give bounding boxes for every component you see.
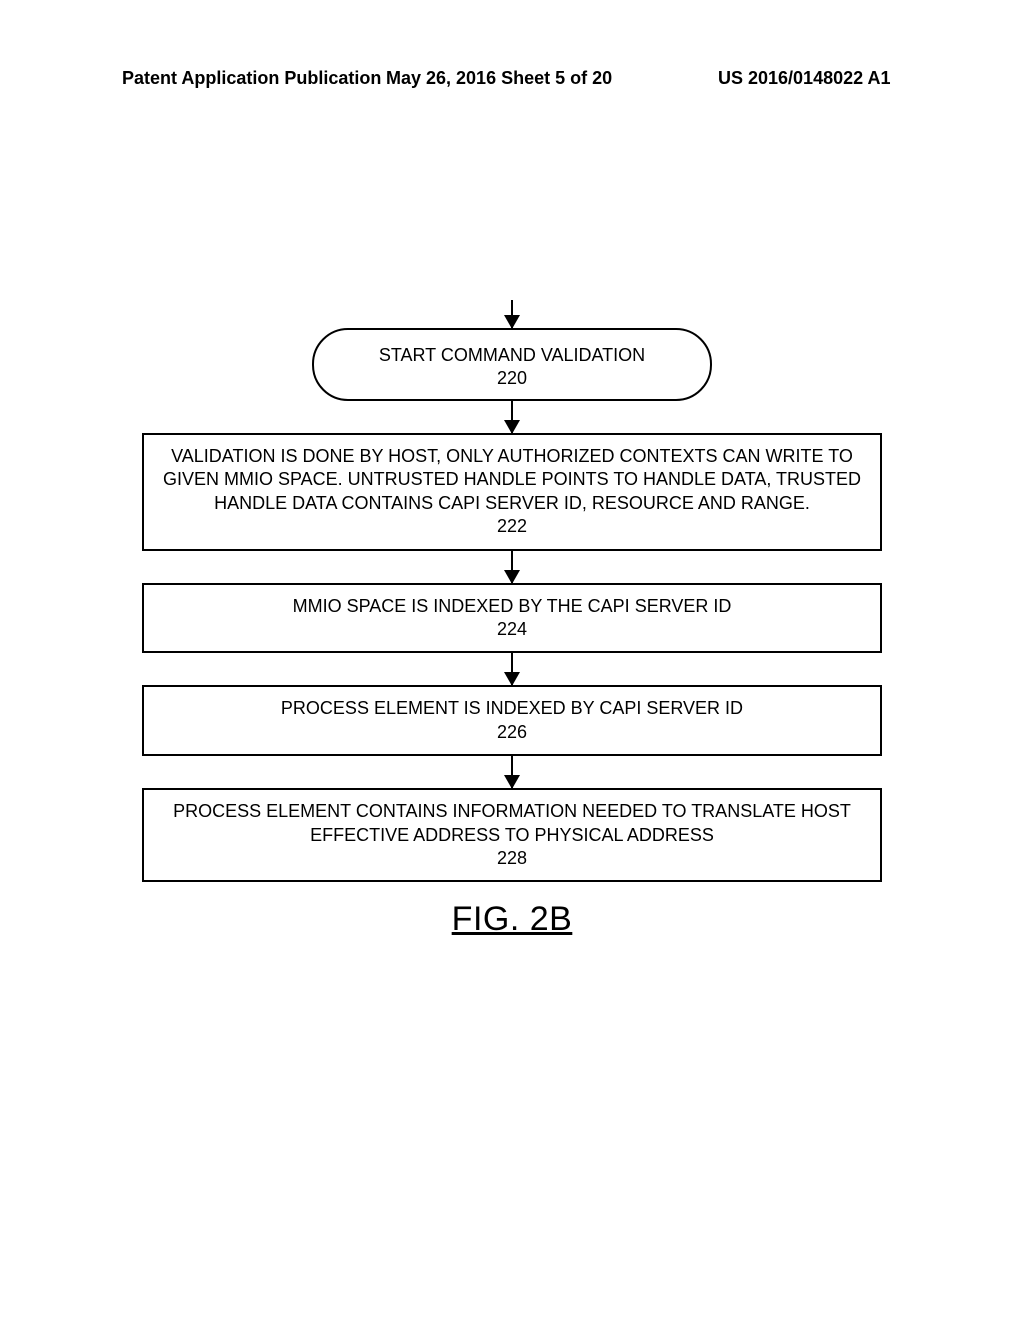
process-ref: 224 (162, 618, 862, 641)
process-step-2: PROCESS ELEMENT IS INDEXED BY CAPI SERVE… (142, 685, 882, 756)
arrow-into-start (511, 300, 513, 328)
process-ref: 228 (162, 847, 862, 870)
terminator-start: START COMMAND VALIDATION 220 (312, 328, 712, 401)
terminator-ref: 220 (324, 367, 700, 390)
header-date-sheet: May 26, 2016 Sheet 5 of 20 (386, 68, 612, 89)
arrow-1 (511, 551, 513, 583)
arrow-3 (511, 756, 513, 788)
header-docnumber: US 2016/0148022 A1 (718, 68, 890, 89)
figure-label: FIG. 2B (0, 900, 1024, 939)
flowchart: START COMMAND VALIDATION 220 VALIDATION … (0, 300, 1024, 939)
terminator-text: START COMMAND VALIDATION (379, 345, 645, 365)
process-step-1: MMIO SPACE IS INDEXED BY THE CAPI SERVER… (142, 583, 882, 654)
process-ref: 226 (162, 721, 862, 744)
arrow-0 (511, 401, 513, 433)
process-ref: 222 (162, 515, 862, 538)
page-header: Patent Application Publication May 26, 2… (0, 68, 1024, 98)
process-text: MMIO SPACE IS INDEXED BY THE CAPI SERVER… (293, 596, 732, 616)
arrow-2 (511, 653, 513, 685)
process-step-0: VALIDATION IS DONE BY HOST, ONLY AUTHORI… (142, 433, 882, 551)
process-step-3: PROCESS ELEMENT CONTAINS INFORMATION NEE… (142, 788, 882, 882)
process-text: PROCESS ELEMENT IS INDEXED BY CAPI SERVE… (281, 698, 743, 718)
process-text: PROCESS ELEMENT CONTAINS INFORMATION NEE… (173, 801, 851, 844)
header-publication: Patent Application Publication (122, 68, 381, 89)
process-text: VALIDATION IS DONE BY HOST, ONLY AUTHORI… (163, 446, 861, 513)
